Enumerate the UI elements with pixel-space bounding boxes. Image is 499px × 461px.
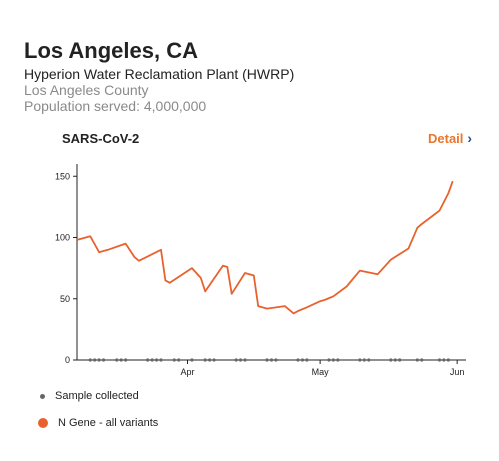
sample-collected-point xyxy=(172,358,176,362)
sample-collected-point xyxy=(265,358,269,362)
legend-ngene: N Gene - all variants xyxy=(38,417,158,429)
wastewater-chart: 0 50 100 150 Apr May Jun xyxy=(55,164,466,377)
sample-collected-point xyxy=(305,358,309,362)
sample-collected-point xyxy=(203,358,207,362)
sample-collected-point xyxy=(93,358,97,362)
sample-collected-point xyxy=(415,358,419,362)
sample-collected-point xyxy=(146,358,150,362)
y-tick-label: 0 xyxy=(65,355,70,365)
sample-collected-point xyxy=(234,358,238,362)
population-served: Population served: 4,000,000 xyxy=(24,98,207,114)
sample-collected-point xyxy=(442,358,446,362)
sample-collected-point xyxy=(446,358,450,362)
sample-collected-point xyxy=(119,358,123,362)
sample-collected-point xyxy=(208,358,212,362)
x-tick-label: Apr xyxy=(181,367,195,377)
sample-collected-point xyxy=(398,358,402,362)
detail-label[interactable]: Detail xyxy=(428,130,464,146)
ngene-dot-icon xyxy=(38,418,48,428)
chart-title: SARS-CoV-2 xyxy=(62,131,140,146)
sample-collected-point xyxy=(238,358,243,362)
y-tick-label: 50 xyxy=(60,294,70,304)
sample-collected-point xyxy=(362,358,366,362)
page-title: Los Angeles, CA xyxy=(24,38,198,63)
county-name: Los Angeles County xyxy=(24,82,149,98)
sample-collected-point xyxy=(437,358,442,362)
x-tick-label: Jun xyxy=(450,367,465,377)
y-tick-label: 100 xyxy=(55,233,70,243)
sample-collected-point xyxy=(367,358,371,362)
legend-sample: Sample collected xyxy=(38,390,139,402)
sample-collected-point xyxy=(97,358,101,362)
chevron-right-icon[interactable]: › xyxy=(467,130,473,146)
sample-collected-point xyxy=(159,358,163,362)
x-tick-label: May xyxy=(312,367,330,377)
detail-link[interactable]: Detail › xyxy=(428,130,472,146)
sample-collected-point xyxy=(124,358,128,362)
sample-collected-point xyxy=(300,358,305,362)
y-tick-label: 150 xyxy=(55,171,70,181)
legend-ngene-label: N Gene - all variants xyxy=(58,417,159,429)
sample-collected-point xyxy=(88,358,92,362)
sample-collected-point xyxy=(389,358,393,362)
sample-collected-point xyxy=(269,358,274,362)
sample-collected-point xyxy=(243,358,247,362)
sample-collected-point xyxy=(115,358,119,362)
sample-collected-point xyxy=(393,358,397,362)
sample-collected-point xyxy=(327,358,331,362)
sample-dot-icon xyxy=(40,393,45,399)
ngene-series-line xyxy=(76,180,454,315)
sample-collected-point xyxy=(420,358,424,362)
legend-sample-label: Sample collected xyxy=(55,390,139,402)
plant-name: Hyperion Water Reclamation Plant (HWRP) xyxy=(24,66,295,82)
sample-collected-point xyxy=(101,358,106,362)
sample-collected-point xyxy=(212,358,216,362)
sample-collected-point xyxy=(274,358,278,362)
sample-collected-point xyxy=(154,358,159,362)
sample-collected-point xyxy=(177,358,181,362)
sample-collected-point xyxy=(331,358,335,362)
sample-collected-point xyxy=(336,358,340,362)
sample-collected-point xyxy=(150,358,154,362)
sample-collected-point xyxy=(358,358,362,362)
site-header: Los Angeles, CA Hyperion Water Reclamati… xyxy=(24,38,294,114)
sample-collected-point xyxy=(296,358,300,362)
sample-collected-point xyxy=(190,358,194,362)
